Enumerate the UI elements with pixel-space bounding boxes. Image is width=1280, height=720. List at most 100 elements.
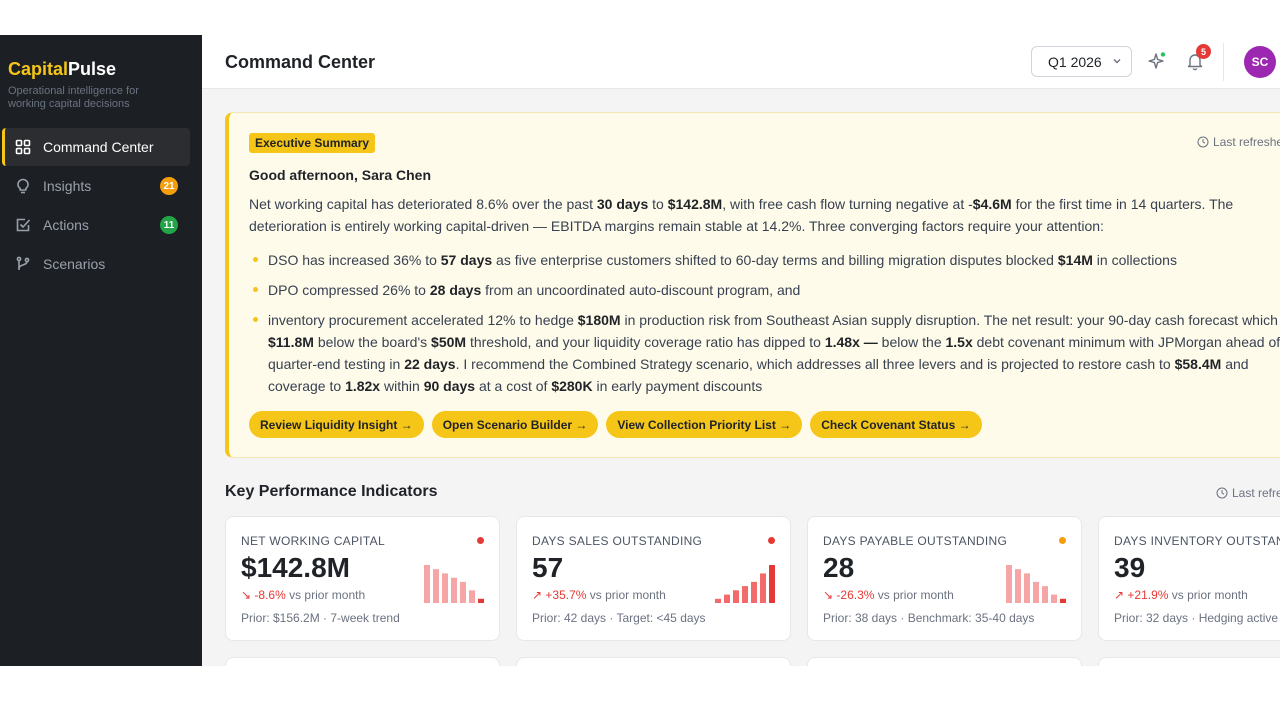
summary-text: within [380, 378, 424, 394]
summary-highlight: $180M [577, 312, 621, 328]
review-liquidity-insight-button[interactable]: Review Liquidity Insight → [249, 411, 424, 438]
kpi-footnote: Prior: 32 days · Hedging active [1114, 611, 1279, 625]
summary-text: in collections [1092, 252, 1177, 268]
summary-last-refresh: Last refreshed [1197, 135, 1280, 149]
kpi-spark-bar [1060, 598, 1066, 603]
branch-icon [16, 256, 30, 270]
kpi-change: ↗ +21.9% vs prior month [1114, 588, 1248, 602]
kpi-label: DAYS PAYABLE OUTSTANDING [823, 534, 1008, 548]
kpi-spark-bar [1024, 573, 1030, 603]
summary-text: inventory procurement accelerated 12% to… [268, 312, 578, 328]
kpi-card-net-working-capital[interactable]: NET WORKING CAPITAL $142.8M ↘ -8.6% vs p… [225, 516, 500, 641]
trend-icon: ↘ [241, 588, 252, 602]
summary-text: and coverage to [268, 356, 1249, 394]
kpi-label: NET WORKING CAPITAL [241, 534, 385, 548]
sidebar-item-insights[interactable]: Insights 21 [2, 167, 190, 205]
kpi-value: $142.8M [241, 552, 350, 583]
kpi-card[interactable] [807, 657, 1082, 666]
kpi-section-title: Key Performance Indicators [225, 483, 438, 500]
summary-text: at a cost of [475, 378, 552, 394]
sidebar-item-actions[interactable]: Actions 11 [2, 206, 190, 244]
kpi-spark-bar [742, 586, 748, 603]
period-select-value: Q1 2026 [1048, 53, 1102, 70]
summary-highlight: 90 days [423, 378, 476, 394]
summary-highlight: $280K [551, 378, 593, 394]
kpi-footnote: Prior: 42 days · Target: <45 days [532, 611, 706, 625]
lightbulb-icon [17, 178, 29, 194]
sparkle-icon[interactable] [1146, 50, 1168, 72]
kpi-delta-value: +21.9% [1127, 588, 1169, 602]
notification-count-badge: 5 [1196, 44, 1211, 59]
summary-highlight: 22 days [404, 356, 456, 372]
actions-count-badge: 11 [160, 216, 178, 234]
summary-text: below the [877, 334, 946, 350]
kpi-delta-suffix: vs prior month [1168, 588, 1248, 602]
kpi-label: DAYS INVENTORY OUTSTANDING [1114, 534, 1280, 548]
kpi-status-dot [477, 537, 484, 544]
kpi-spark-bar [760, 573, 766, 603]
brand-logo[interactable]: CapitalPulse [8, 59, 116, 80]
summary-actions: Review Liquidity Insight → Open Scenario… [249, 411, 982, 438]
period-select[interactable]: Q1 2026 [1031, 46, 1132, 77]
kpi-card[interactable] [1098, 657, 1280, 666]
trend-icon: ↗ [1114, 588, 1125, 602]
kpi-last-refresh: Last refreshed [1216, 486, 1280, 500]
header-divider [1223, 43, 1224, 81]
kpi-cards-second-row [225, 657, 1280, 666]
kpi-sparkbars [715, 565, 775, 603]
kpi-card-days-payable-outstanding[interactable]: DAYS PAYABLE OUTSTANDING 28 ↘ -26.3% vs … [807, 516, 1082, 641]
checkbox-icon [16, 218, 31, 232]
summary-highlight: $50M [431, 334, 467, 350]
sidebar-nav: Command Center Insights 21 Actions 11 Sc… [2, 128, 190, 284]
kpi-footnote: Prior: 38 days · Benchmark: 35-40 days [823, 611, 1035, 625]
summary-text: threshold, and your liquidity coverage r… [466, 334, 825, 350]
grid-icon [15, 139, 31, 155]
kpi-card-days-inventory-outstanding[interactable]: DAYS INVENTORY OUTSTANDING 39 ↗ +21.9% v… [1098, 516, 1280, 641]
kpi-card-days-sales-outstanding[interactable]: DAYS SALES OUTSTANDING 57 ↗ +35.7% vs pr… [516, 516, 791, 641]
summary-text: below the board's [313, 334, 432, 350]
view-collection-priority-list-button[interactable]: View Collection Priority List → [606, 411, 803, 438]
avatar[interactable]: SC [1244, 46, 1276, 78]
brand-part1: Capital [8, 59, 69, 79]
kpi-spark-bar [424, 565, 430, 603]
kpi-card[interactable] [516, 657, 791, 666]
brand-part2: Pulse [68, 59, 117, 79]
kpi-status-dot [768, 537, 775, 544]
sidebar-item-scenarios[interactable]: Scenarios [2, 245, 190, 283]
sidebar-item-label: Actions [43, 217, 89, 233]
kpi-sparkbars [1006, 565, 1066, 603]
kpi-spark-bar [478, 598, 484, 603]
summary-text: . I recommend the Combined Strategy scen… [455, 356, 1175, 372]
insights-count-badge: 21 [160, 177, 178, 195]
kpi-spark-bar [451, 577, 457, 603]
list-item: inventory procurement accelerated 12% to… [249, 309, 1280, 397]
summary-text: for the first time in 14 quarters. The d… [249, 196, 1234, 234]
sidebar-item-command-center[interactable]: Command Center [2, 128, 190, 166]
summary-last-refresh-text: Last refreshed [1213, 135, 1280, 149]
summary-text: DSO has increased 36% to [268, 252, 441, 268]
executive-summary-card: Executive Summary Last refreshed Good af… [225, 112, 1280, 458]
summary-text: in production risk from Southeast Asian … [620, 312, 1280, 328]
kpi-value: 39 [1114, 552, 1146, 583]
trend-icon: ↘ [823, 588, 834, 602]
summary-highlight: $14M [1057, 252, 1093, 268]
executive-summary-chip: Executive Summary [249, 133, 376, 153]
kpi-change: ↘ -8.6% vs prior month [241, 588, 365, 602]
kpi-spark-bar [442, 573, 448, 603]
open-scenario-builder-button[interactable]: Open Scenario Builder → [431, 411, 599, 438]
summary-highlight: $58.4M [1174, 356, 1222, 372]
check-covenant-status-button[interactable]: Check Covenant Status → [810, 411, 982, 438]
top-bar: Command Center Q1 2026 5 SC [202, 35, 1280, 89]
summary-highlight: $142.8M [667, 196, 723, 212]
kpi-spark-bar [733, 590, 739, 603]
main-content: Command Center Q1 2026 5 SC Executive Su… [202, 35, 1280, 666]
kpi-delta-suffix: vs prior month [874, 588, 954, 602]
summary-highlight: 30 days [596, 196, 649, 212]
kpi-spark-bar [1033, 581, 1039, 603]
kpi-card[interactable] [225, 657, 500, 666]
sidebar-item-label: Insights [43, 178, 92, 194]
kpi-spark-bar [769, 565, 775, 603]
summary-paragraph: Net working capital has deteriorated 8.6… [249, 193, 1280, 237]
kpi-delta-value: -26.3% [836, 588, 875, 602]
summary-text: Net working capital has deteriorated 8.6… [249, 196, 597, 212]
